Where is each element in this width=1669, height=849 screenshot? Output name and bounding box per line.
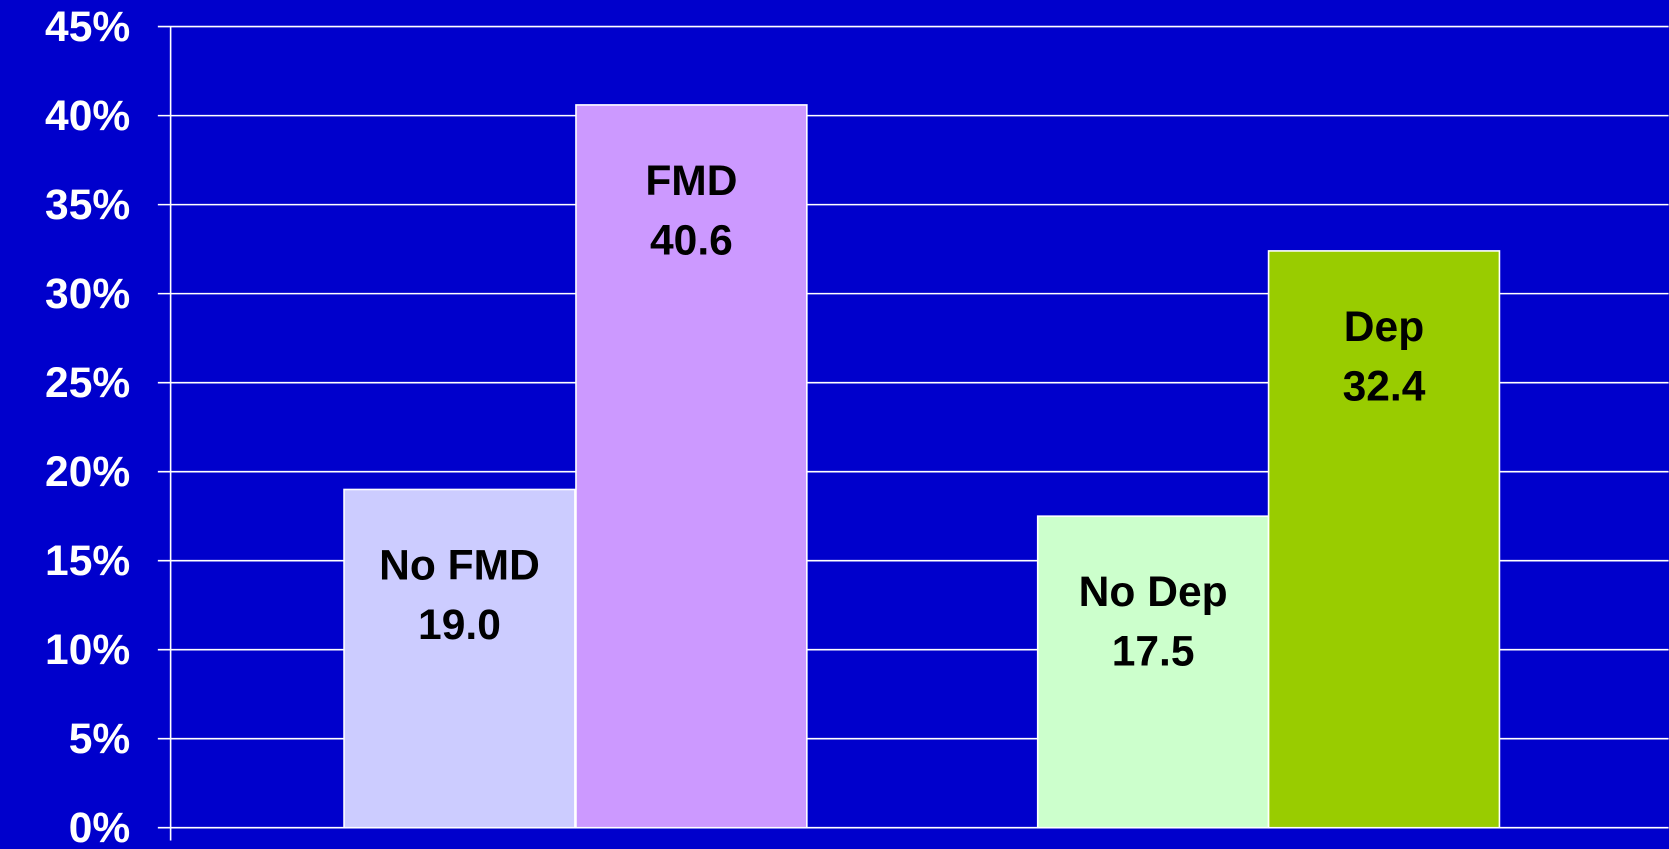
data-label: 17.5 [1112,628,1195,676]
bar [575,104,808,829]
y-tick-label: 35% [45,181,130,229]
y-tick-label: 5% [69,715,130,763]
y-tick-label: 15% [45,537,130,585]
y-tick-label: 0% [69,804,130,849]
bar-category-label: No FMD [379,541,540,589]
y-tick-label: 30% [45,270,130,318]
data-label: 19.0 [418,601,501,649]
y-tick-label: 10% [45,626,130,674]
bar-category-label: No Dep [1079,568,1228,616]
bar-category-label: Dep [1344,303,1424,351]
y-tick-label: 40% [45,92,130,140]
bar [1267,250,1501,829]
y-tick-label: 25% [45,359,130,407]
data-label: 32.4 [1343,362,1426,410]
y-tick-label: 45% [45,3,130,51]
data-label: 40.6 [650,216,733,264]
y-tick-label: 20% [45,448,130,496]
bar [343,488,576,829]
bar-category-label: FMD [645,157,737,205]
